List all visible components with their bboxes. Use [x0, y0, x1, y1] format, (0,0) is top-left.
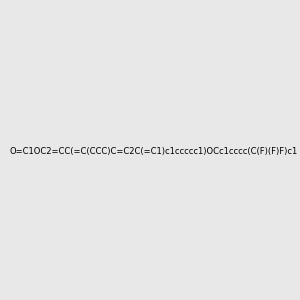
Text: O=C1OC2=CC(=C(CCC)C=C2C(=C1)c1ccccc1)OCc1cccc(C(F)(F)F)c1: O=C1OC2=CC(=C(CCC)C=C2C(=C1)c1ccccc1)OCc… [10, 147, 298, 156]
